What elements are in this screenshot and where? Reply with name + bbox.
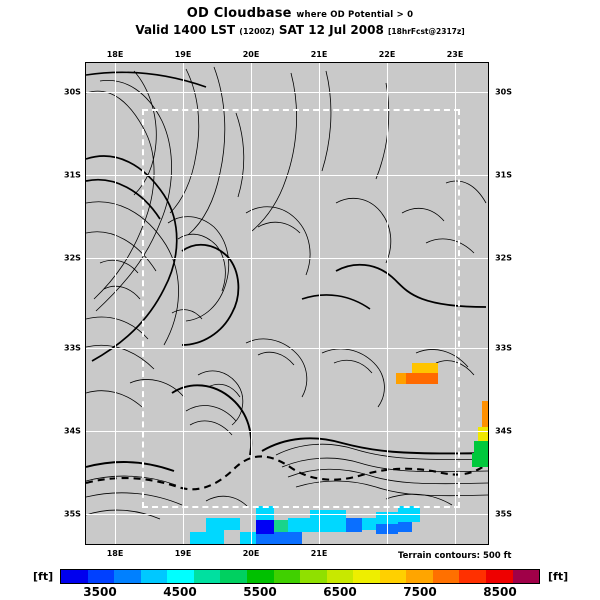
colorbar-segment-14 (432, 570, 460, 583)
colorbar-segment-13 (406, 570, 433, 583)
cloudbase-cell (346, 518, 362, 532)
cloudbase-cell (474, 441, 488, 453)
cloudbase-cell (190, 532, 224, 544)
gridline-lat-33s (86, 348, 488, 349)
cloudbase-cell (256, 520, 274, 534)
title-condition: where OD Potential > 0 (296, 10, 414, 20)
title-main: OD Cloudbase (186, 6, 292, 21)
lat-label-right-34s: 34S (495, 426, 512, 436)
gridline-lon-18e (115, 63, 116, 544)
gridline-lat-31s (86, 175, 488, 176)
cloudbase-cell (310, 522, 346, 532)
cloudbase-cell (256, 506, 274, 520)
lat-label-right-31s: 31S (495, 170, 512, 180)
lon-label-bottom-21e: 21E (310, 549, 328, 558)
colorbar-segment-5 (193, 570, 221, 583)
lon-label-top-18e: 18E (106, 50, 124, 59)
gridline-lat-35s (86, 514, 488, 515)
colorbar (60, 569, 540, 584)
colorbar-tick-labels: 3500 4500 5500 6500 7500 8500 (60, 585, 540, 599)
page-title: OD Cloudbase where OD Potential > 0 (0, 6, 600, 21)
colorbar-unit-right: [ft] (548, 570, 569, 583)
lat-label-left-30s: 30S (64, 87, 81, 97)
valid-time-utc: (1200Z) (239, 27, 275, 36)
colorbar-tick-6500: 6500 (323, 585, 357, 599)
chart-subtitle: Valid 1400 LST (1200Z) SAT 12 Jul 2008 [… (0, 23, 600, 37)
colorbar-segment-3 (140, 570, 168, 583)
cloudbase-cell (396, 373, 406, 384)
cloudbase-cell (412, 363, 438, 373)
gridline-lat-32s (86, 258, 488, 259)
colorbar-segment-9 (300, 570, 327, 583)
valid-date: SAT 12 Jul 2008 (278, 23, 384, 37)
lat-label-left-33s: 33S (64, 343, 81, 353)
cloudbase-cell (310, 510, 346, 522)
cloudbase-cell (274, 520, 288, 532)
colorbar-tick-5500: 5500 (243, 585, 277, 599)
lon-label-top-21e: 21E (310, 50, 328, 59)
cloudbase-cell (224, 518, 240, 530)
colorbar-segment-10 (326, 570, 354, 583)
colorbar-segment-2 (114, 570, 141, 583)
colorbar-segment-15 (459, 570, 486, 583)
colorbar-segment-4 (167, 570, 194, 583)
cloudbase-cell (482, 401, 488, 427)
lat-label-right-33s: 33S (495, 343, 512, 353)
colorbar-tick-3500: 3500 (83, 585, 117, 599)
gridline-lat-30s (86, 92, 488, 93)
gridline-lon-23e (455, 63, 456, 544)
cloudbase-cell (206, 518, 224, 532)
gridline-lon-19e (183, 63, 184, 544)
cloudbase-cell (472, 453, 488, 467)
terrain-contour-overlay (86, 66, 488, 520)
lat-label-left-31s: 31S (64, 170, 81, 180)
colorbar-segment-6 (220, 570, 247, 583)
colorbar-tick-8500: 8500 (483, 585, 517, 599)
colorbar-segment-0 (61, 570, 88, 583)
map-plot-area: 18E 19E 20E 21E 22E 23E 18E 19E 20E 21E … (64, 50, 512, 558)
lat-label-right-32s: 32S (495, 253, 512, 263)
cloudbase-cell (404, 373, 438, 384)
colorbar-segment-12 (379, 570, 407, 583)
lon-label-top-19e: 19E (174, 50, 192, 59)
lon-label-bottom-18e: 18E (106, 549, 124, 558)
colorbar-segment-8 (273, 570, 301, 583)
gridline-lon-22e (387, 63, 388, 544)
map-clip (86, 63, 488, 544)
cloudbase-cell (362, 518, 376, 530)
cloudbase-cell (398, 522, 412, 532)
gridline-lat-34s (86, 431, 488, 432)
cloudbase-cell (256, 534, 274, 544)
cloudbase-cell (288, 532, 302, 544)
lon-label-bottom-19e: 19E (174, 549, 192, 558)
cloudbase-cell (478, 427, 488, 441)
cloudbase-cell (274, 532, 288, 544)
forecast-domain-box (142, 109, 460, 508)
lat-label-left-34s: 34S (64, 426, 81, 436)
lat-label-left-32s: 32S (64, 253, 81, 263)
lat-label-left-35s: 35S (64, 509, 81, 519)
colorbar-tick-4500: 4500 (163, 585, 197, 599)
colorbar-segment-11 (353, 570, 380, 583)
colorbar-unit-left: [ft] (33, 570, 54, 583)
cloudbase-cell (240, 532, 256, 544)
colorbar-tick-7500: 7500 (403, 585, 437, 599)
gridline-lon-20e (251, 63, 252, 544)
colorbar-segment-1 (87, 570, 115, 583)
gridline-lon-21e (319, 63, 320, 544)
valid-time: Valid 1400 LST (135, 23, 236, 37)
colorbar-segment-17 (512, 570, 540, 583)
lon-label-top-23e: 23E (446, 50, 464, 59)
cloudbase-cell (288, 518, 310, 532)
lon-label-bottom-20e: 20E (242, 549, 260, 558)
lat-label-right-35s: 35S (495, 509, 512, 519)
chart-title-block: OD Cloudbase where OD Potential > 0 Vali… (0, 6, 600, 37)
terrain-contour-note: Terrain contours: 500 ft (398, 551, 512, 561)
lat-label-right-30s: 30S (495, 87, 512, 97)
colorbar-segment-7 (246, 570, 274, 583)
lon-label-top-22e: 22E (378, 50, 396, 59)
lon-label-top-20e: 20E (242, 50, 260, 59)
forecast-stamp: [18hrFcst@2317z] (387, 27, 465, 36)
colorbar-segment-16 (486, 570, 513, 583)
